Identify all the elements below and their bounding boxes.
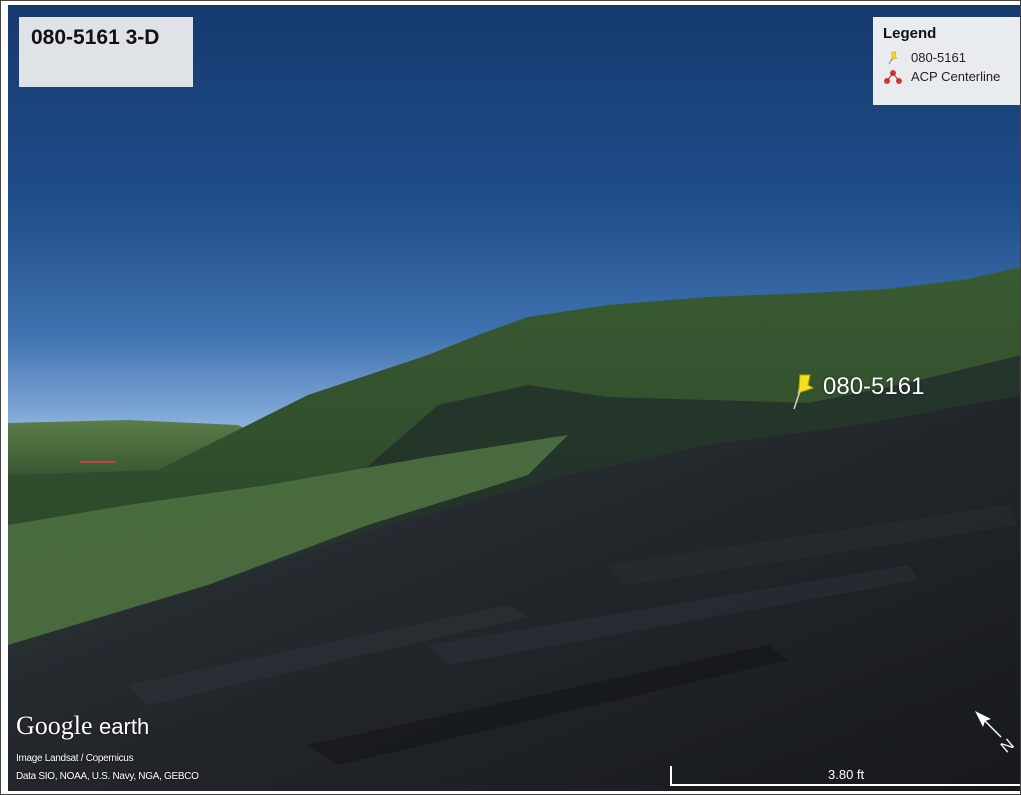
legend-item-centerline: ACP Centerline: [883, 67, 1019, 86]
yellow-pushpin-icon: [883, 50, 903, 66]
map-title-box: 080-5161 3-D: [19, 17, 193, 87]
legend-label-placemark: 080-5161: [911, 50, 966, 65]
map-view[interactable]: 080-5161 3-D Legend 080-5161: [8, 5, 1020, 791]
legend-label-centerline: ACP Centerline: [911, 69, 1001, 84]
scale-bar: 3.80 ft: [670, 765, 1020, 786]
compass-letter: N: [998, 736, 1018, 755]
brand-earth: earth: [99, 714, 150, 739]
north-arrow-icon[interactable]: N: [971, 707, 1019, 760]
imagery-credit: Image Landsat / Copernicus: [16, 753, 134, 764]
legend-panel: Legend 080-5161: [873, 17, 1020, 105]
google-earth-logo: Google earth: [16, 711, 149, 741]
red-route-icon: [883, 69, 903, 85]
yellow-pushpin-icon[interactable]: [786, 371, 820, 420]
scale-tick: [670, 766, 672, 786]
data-credit: Data SIO, NOAA, U.S. Navy, NGA, GEBCO: [16, 771, 199, 782]
scale-label: 3.80 ft: [828, 767, 865, 782]
map-title: 080-5161 3-D: [31, 26, 160, 49]
brand-google: Google: [16, 711, 93, 740]
terrain: [8, 267, 1020, 791]
legend-title: Legend: [883, 25, 937, 42]
placemark-label[interactable]: 080-5161: [823, 373, 925, 400]
legend-item-placemark: 080-5161: [883, 48, 1019, 67]
scale-line: [670, 784, 1020, 786]
